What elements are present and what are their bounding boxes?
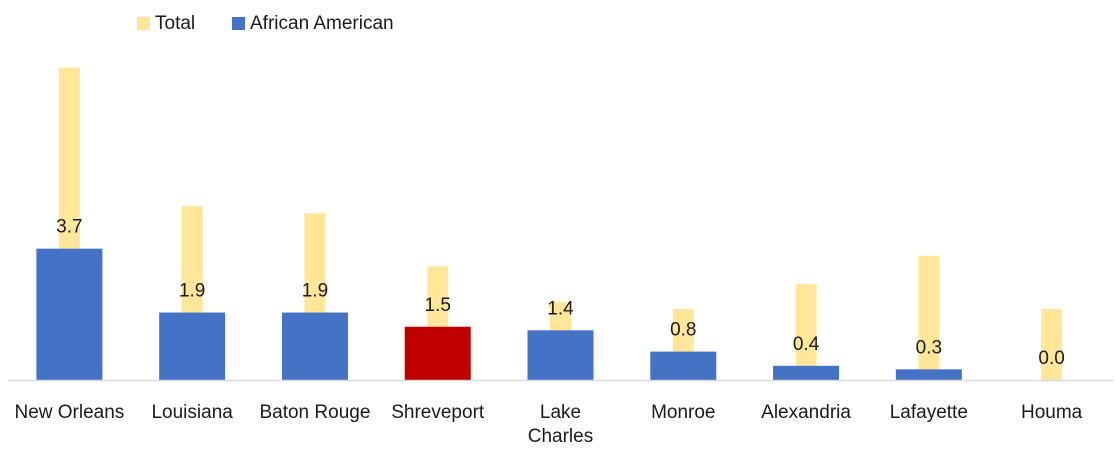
data-label-lake-charles: 1.4	[547, 298, 574, 319]
african-american-bar-baton-rouge	[281, 312, 348, 380]
x-tick-label-monroe: Monroe	[651, 402, 715, 423]
x-tick-label-new-orleans: New Orleans	[14, 402, 124, 423]
x-tick-label-lake-charles: Lake Charles	[528, 402, 593, 447]
legend: Total African American	[137, 13, 394, 34]
data-label-baton-rouge: 1.9	[302, 281, 328, 302]
african-american-bar-lake-charles	[527, 330, 594, 380]
legend-swatch-total	[137, 17, 150, 30]
x-tick-label-alexandria: Alexandria	[761, 402, 851, 423]
african-american-bar-new-orleans	[36, 248, 103, 380]
data-labels: 3.7 1.9 1.9 1.5 1.4 0.8 0.4 0.3 0.0	[56, 217, 1065, 369]
x-tick-label-baton-rouge: Baton Rouge	[259, 402, 370, 423]
african-american-bar-monroe	[650, 351, 717, 380]
african-american-bar-lafayette	[895, 369, 962, 380]
x-tick-label-shreveport: Shreveport	[391, 402, 485, 423]
african-american-bar-shreveport	[404, 326, 471, 380]
total-bar-lafayette	[918, 255, 940, 380]
legend-swatch-african-american	[232, 17, 245, 30]
x-tick-label-lafayette: Lafayette	[890, 402, 968, 423]
african-american-bar-louisiana	[159, 312, 226, 380]
data-label-alexandria: 0.4	[793, 334, 820, 355]
african-american-bar-alexandria	[773, 365, 840, 380]
total-bar-houma	[1041, 309, 1063, 380]
data-label-new-orleans: 3.7	[56, 217, 82, 238]
data-label-monroe: 0.8	[670, 320, 696, 341]
x-tick-labels: New Orleans Louisiana Baton Rouge Shrevepor…	[14, 402, 1082, 447]
x-tick-label-houma: Houma	[1021, 402, 1083, 423]
data-label-louisiana: 1.9	[179, 281, 205, 302]
legend-label-african-american: African American	[250, 13, 394, 34]
data-label-houma: 0.0	[1038, 348, 1064, 369]
data-label-lafayette: 0.3	[916, 337, 942, 358]
total-bar-alexandria	[795, 284, 817, 380]
data-label-shreveport: 1.5	[425, 295, 451, 316]
legend-label-total: Total	[155, 13, 195, 34]
african-american-bars	[36, 248, 962, 380]
x-tick-label-louisiana: Louisiana	[151, 402, 233, 423]
